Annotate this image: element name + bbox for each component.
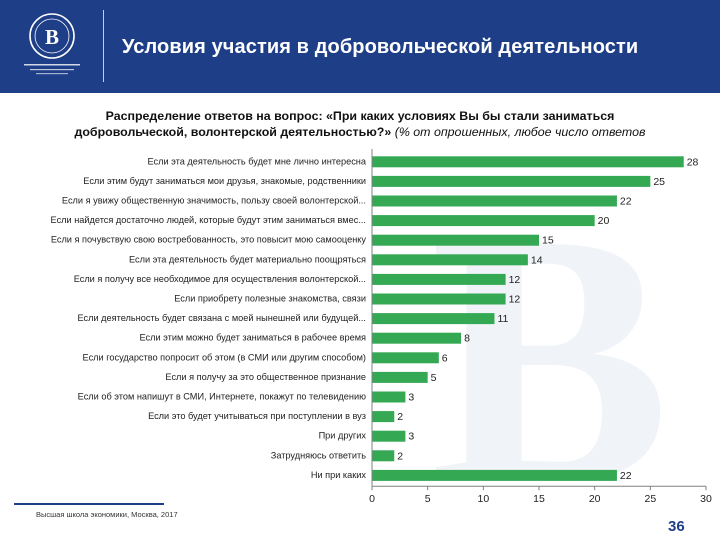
bar [372, 430, 406, 442]
bar [372, 215, 595, 227]
question-lead: Распределение ответов на вопрос: «При ка… [105, 109, 615, 123]
bar [372, 411, 395, 423]
hse-logo-icon: В [24, 13, 80, 75]
value-label: 20 [598, 215, 610, 227]
x-tick-label: 25 [644, 493, 656, 505]
bar [372, 293, 506, 305]
value-label: 28 [687, 156, 699, 168]
bar [372, 254, 528, 266]
value-label: 25 [653, 176, 665, 188]
value-label: 15 [542, 235, 554, 247]
value-label: 6 [442, 352, 448, 364]
value-label: 22 [620, 470, 632, 482]
value-label: 22 [620, 196, 632, 208]
category-label: Если государство попросит об этом (в СМИ… [83, 352, 366, 362]
bar [372, 175, 651, 187]
category-label: Если я получу все необходимое для осущес… [74, 274, 366, 284]
value-label: 5 [431, 372, 437, 384]
value-label: 12 [509, 294, 521, 306]
bar [372, 391, 406, 403]
category-label: Если я увижу общественную значимость, по… [62, 196, 366, 206]
category-label: Затрудняюсь ответить [271, 450, 366, 460]
category-label: Если эта деятельность будет материально … [129, 254, 366, 264]
bar [372, 234, 539, 246]
bar [372, 352, 439, 364]
x-tick-label: 5 [425, 493, 431, 505]
question-rest: добровольческой, волонтерской деятельнос… [74, 125, 392, 139]
page-number: 36 [668, 518, 685, 535]
x-tick-label: 20 [589, 493, 601, 505]
category-label: Если об этом напишут в СМИ, Интернете, п… [78, 392, 366, 402]
category-label: Ни при каких [311, 470, 367, 480]
x-tick-label: 10 [477, 493, 489, 505]
x-tick-label: 15 [533, 493, 545, 505]
bar [372, 332, 462, 344]
value-label: 8 [464, 333, 470, 345]
footer-divider [14, 503, 164, 505]
category-label: Если найдется достаточно людей, которые … [51, 215, 366, 225]
category-label: Если я почувствую свою востребованность,… [51, 235, 367, 245]
value-label: 2 [397, 450, 403, 462]
category-label: Если эта деятельность будет мне лично ин… [147, 156, 366, 166]
bar [372, 313, 495, 325]
bar-chart: Если эта деятельность будет мне лично ин… [51, 149, 712, 505]
question-note: (% от опрошенных, любое число ответов [391, 125, 646, 139]
bar [372, 450, 395, 462]
x-tick-label: 0 [369, 493, 375, 505]
category-label: Если я получу за это общественное призна… [165, 372, 366, 382]
x-tick-label: 30 [700, 493, 712, 505]
slide-title: Условия участия в добровольческой деятел… [122, 36, 639, 58]
category-label: Если деятельность будет связана с моей н… [78, 313, 366, 323]
bar [372, 469, 617, 481]
category-label: Если приобрету полезные знакомства, связ… [174, 294, 366, 304]
category-label: При других [319, 431, 367, 441]
value-label: 14 [531, 254, 543, 266]
category-label: Если этим будут заниматься мои друзья, з… [83, 176, 366, 186]
value-label: 11 [497, 313, 508, 325]
value-label: 3 [408, 431, 414, 443]
svg-text:В: В [45, 25, 59, 49]
bar [372, 273, 506, 285]
bar [372, 371, 428, 383]
footer-institution: Высшая школа экономики, Москва, 2017 [36, 510, 178, 519]
category-label: Если это будет учитываться при поступлен… [148, 411, 366, 421]
header-bar: В Условия участия в добровольческой деят… [0, 0, 720, 93]
logo-divider [103, 10, 104, 82]
chart-question: Распределение ответов на вопрос: «При ка… [18, 108, 702, 140]
bar [372, 195, 617, 207]
category-label: Если этим можно будет заниматься в рабоч… [140, 333, 367, 343]
bar [372, 156, 684, 168]
value-label: 3 [408, 392, 414, 404]
value-label: 2 [397, 411, 403, 423]
value-label: 12 [509, 274, 521, 286]
